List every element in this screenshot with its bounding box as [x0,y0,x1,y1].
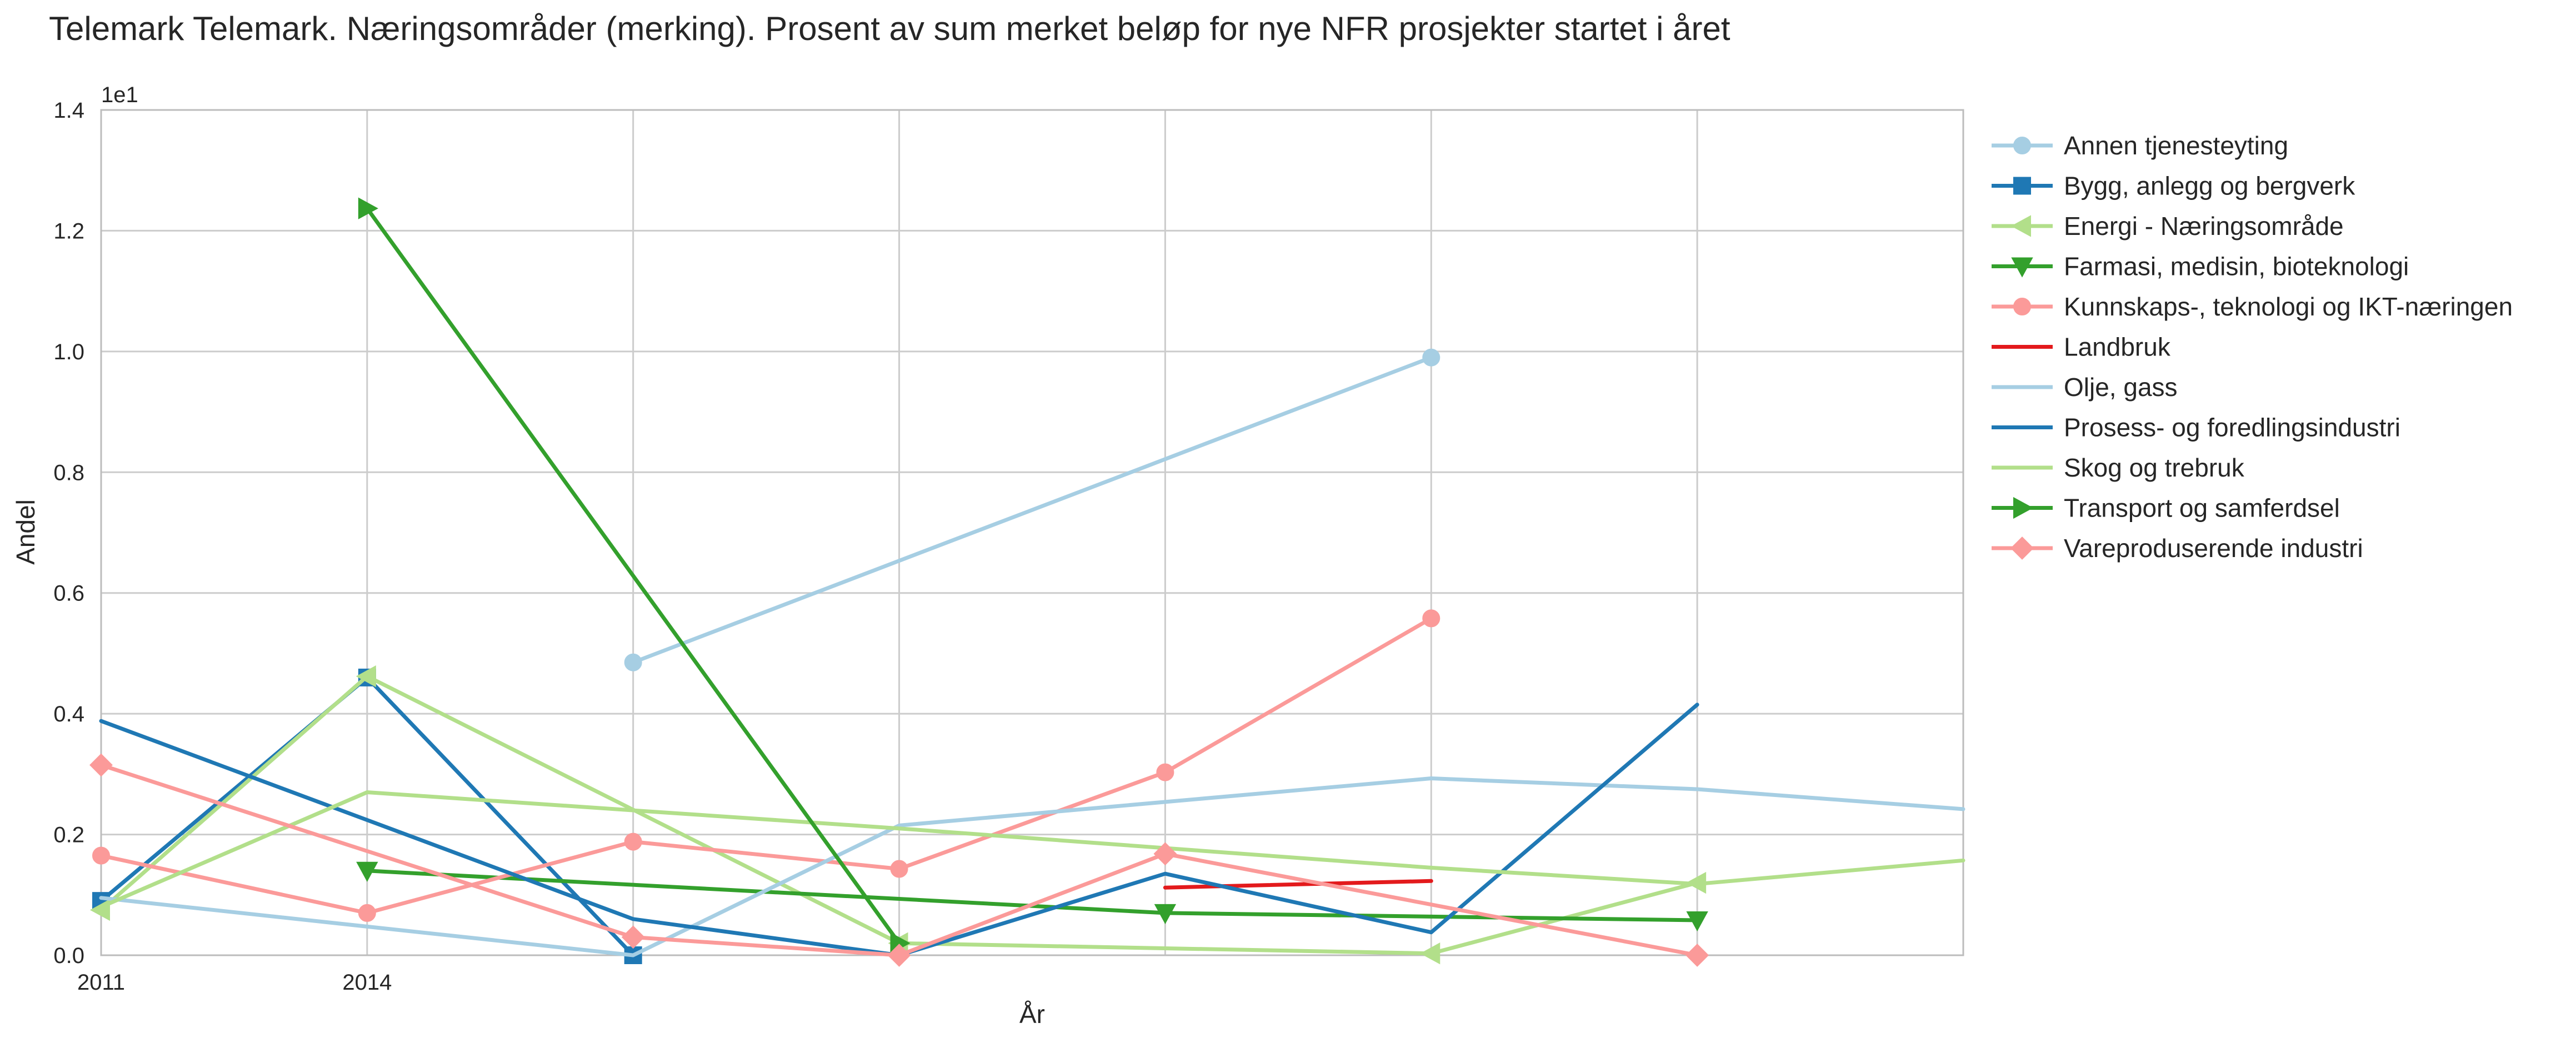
x-axis-label: År [1019,1000,1045,1029]
series-line [365,206,902,945]
data-point [2013,497,2034,519]
plot-frame [100,109,1964,956]
data-point [2011,257,2033,278]
legend: Annen tjenesteyting Bygg, anlegg og bergv… [1992,131,2513,563]
legend-item: Bygg, anlegg og bergverk [1992,172,2355,200]
series-3 [356,861,1708,932]
legend-label: Olje, gass [2064,373,2178,402]
data-point [1422,348,1440,367]
series-5 [1163,879,1433,890]
legend-label: Kunnskaps-, teknologi og IKT-næringen [2064,292,2513,321]
chart-title: Telemark Telemark. Næringsområder (merki… [49,10,1730,47]
legend-label: Vareproduserende industri [2064,534,2363,563]
x-tick-label: 2014 [342,970,392,995]
data-point [1686,911,1708,932]
y-tick-label: 0.2 [53,823,84,848]
legend-item: Transport og samferdsel [1992,494,2340,523]
legend-item: Olje, gass [1992,373,2178,402]
series-line [99,790,1965,909]
y-tick-label: 0.6 [53,581,84,606]
legend-item: Skog og trebruk [1992,453,2245,482]
series-line [1163,879,1433,890]
series-10 [89,753,1709,967]
legend-label: Transport og samferdsel [2064,494,2340,523]
data-point [89,753,113,777]
x-tick-labels: 2011 2014 [77,970,392,995]
series-0 [624,348,1440,671]
y-tick-label: 1.4 [53,98,84,123]
legend-item: Vareproduserende industri [1992,534,2363,563]
legend-label: Bygg, anlegg og bergverk [2064,172,2355,200]
y-tick-label: 1.2 [53,219,84,243]
data-point [2013,137,2031,154]
series-4 [92,609,1440,922]
data-point [92,846,110,865]
series-line [631,355,1433,665]
legend-item: Kunnskaps-, teknologi og IKT-næringen [1992,292,2513,321]
y-tick-label: 0.8 [53,460,84,485]
legend-label: Annen tjenesteyting [2064,131,2288,160]
series-6 [99,776,1965,957]
series-line [99,776,1965,957]
grid [100,109,1963,956]
y-offset-text: 1e1 [101,83,138,107]
legend-item: Energi - Næringsområde [1992,212,2344,240]
legend-item: Farmasi, medisin, bioteknologi [1992,252,2409,281]
data-point [624,653,642,671]
data-point [1420,942,1440,965]
data-point [2010,215,2031,237]
data-point [1156,763,1174,781]
data-point [1685,944,1709,967]
legend-item: Annen tjenesteyting [1992,131,2288,160]
data-point [1154,904,1177,924]
series-8 [99,790,1965,909]
series-lines [89,197,1965,967]
legend-label: Energi - Næringsområde [2064,212,2344,240]
y-tick-labels: 0.0 0.2 0.4 0.6 0.8 1.0 1.2 1.4 [53,98,84,968]
legend-label: Farmasi, medisin, bioteknologi [2064,252,2409,281]
y-tick-label: 0.4 [53,702,84,726]
data-point [621,925,645,949]
legend-item: Landbruk [1992,333,2171,362]
legend-label: Landbruk [2064,333,2171,362]
series-line [99,616,1433,915]
series-9 [358,197,911,954]
x-tick-label: 2011 [77,970,125,995]
data-point [1153,842,1177,866]
series-7 [99,703,1699,957]
y-tick-label: 1.0 [53,340,84,364]
data-point [356,861,378,882]
data-point [2013,177,2031,195]
y-tick-label: 0.0 [53,944,84,968]
y-axis-label: Andel [11,499,40,565]
data-point [358,904,376,922]
data-point [1422,609,1440,628]
legend-item: Prosess- og foredlingsindustri [1992,413,2400,442]
data-point [890,860,908,878]
data-point [887,944,911,967]
data-point [2013,298,2031,315]
legend-label: Skog og trebruk [2064,453,2245,482]
data-point [356,665,376,688]
series-line [99,703,1699,957]
legend-label: Prosess- og foredlingsindustri [2064,413,2400,442]
data-point [358,197,378,219]
data-point [624,833,642,851]
data-point [2010,536,2034,560]
